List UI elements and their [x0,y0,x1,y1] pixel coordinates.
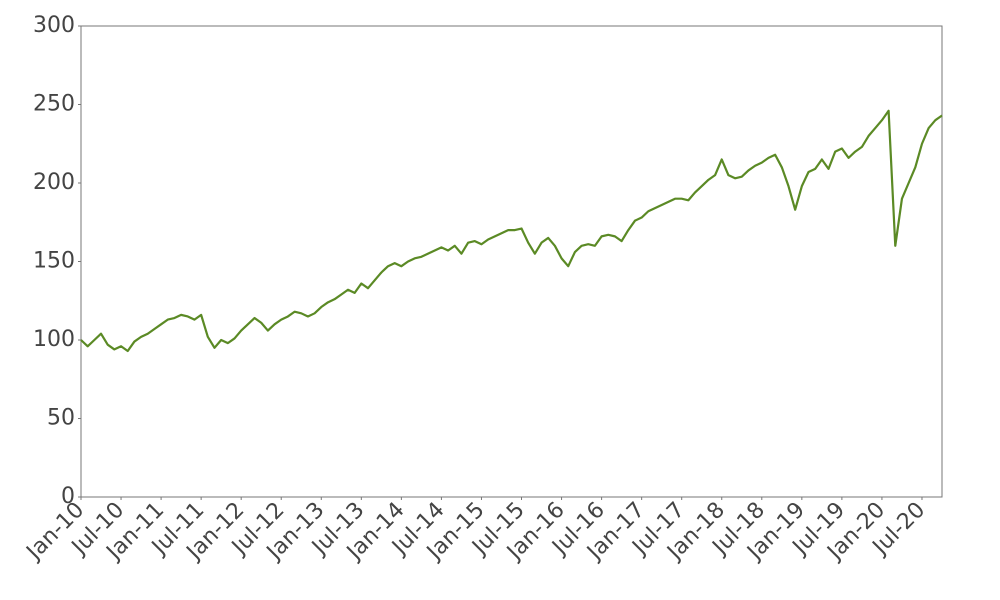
y-tick-label: 250 [33,92,75,117]
y-tick-label: 200 [33,170,75,195]
plot-frame [80,25,943,498]
y-tick-label: 300 [33,13,75,38]
y-tick-label: 0 [61,484,75,509]
y-tick-label: 150 [33,249,75,274]
series-line [80,109,943,353]
y-tick-label: 50 [47,406,75,431]
y-tick-label: 100 [33,327,75,352]
